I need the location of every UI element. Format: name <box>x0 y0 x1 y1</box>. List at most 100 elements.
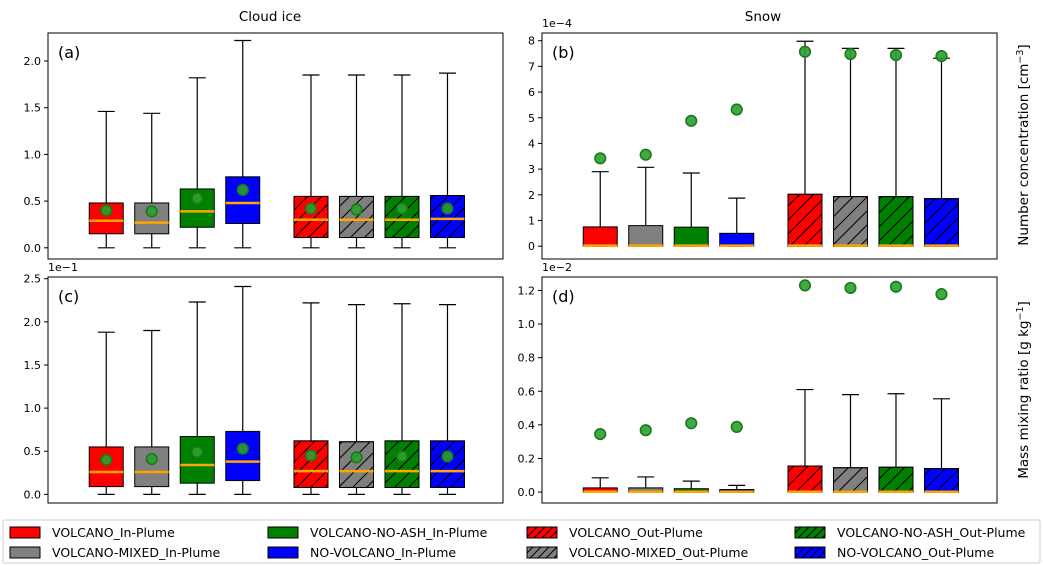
legend-label: VOLCANO-NO-ASH_In-Plume <box>310 525 488 540</box>
mean-marker <box>844 47 857 61</box>
box-hatch <box>832 467 868 493</box>
legend-label: VOLCANO-NO-ASH_Out-Plume <box>837 525 1026 540</box>
panels: 0.0 0.5 1.0 1.5 2.0 (a) 0 1 2 3 4 5 6 7 8 1e−4 (b) 0.0 0.5… <box>24 17 998 504</box>
legend-item-no-volcano-out-plume: NO-VOLCANO_Out-Plume <box>794 545 994 560</box>
legend-label: VOLCANO-MIXED_In-Plume <box>52 545 220 560</box>
box-hatch <box>787 193 823 247</box>
y-tick-label: 1.0 <box>24 148 42 161</box>
box-hatch <box>923 198 959 247</box>
mean-marker <box>594 152 607 165</box>
panel-b: 0 1 2 3 4 5 6 7 8 1e−4 (b) <box>528 17 998 260</box>
legend-swatch-hatch <box>526 526 558 539</box>
axes-frame <box>47 32 504 260</box>
box-no-volcano-out-plume <box>923 288 959 493</box>
mean-marker <box>100 453 113 466</box>
y-tick-label: 1.0 <box>518 318 536 331</box>
box-no-volcano-out-plume <box>923 50 959 247</box>
legend-swatch <box>9 546 41 559</box>
box-volcano-no-ash-in-plume <box>673 417 709 493</box>
y-tick-label: 0.4 <box>518 419 536 432</box>
legend-label: VOLCANO_In-Plume <box>52 525 175 540</box>
box-volcano-in-plume <box>582 152 618 247</box>
legend-swatch <box>267 526 299 539</box>
box-volcano-in-plume <box>88 110 124 249</box>
panel-c: 0.0 0.5 1.0 1.5 2.0 2.5 1e−1 (c) <box>24 261 504 504</box>
mean-marker <box>685 417 698 430</box>
box-body <box>673 226 709 247</box>
mean-marker <box>935 50 948 63</box>
legend-swatch-hatch <box>794 546 826 559</box>
box-body <box>88 446 124 488</box>
box-volcano-mixed-out-plume <box>338 304 374 495</box>
box-hatch <box>384 440 420 488</box>
mean-marker <box>441 450 454 463</box>
panel-d: 0.0 0.2 0.4 0.6 0.8 1.0 1.2 1e−2 (d) <box>518 261 998 504</box>
y-tick-label: 2.0 <box>24 316 42 329</box>
box-body <box>628 225 664 247</box>
y-tick-label: 1.5 <box>24 102 42 115</box>
mean-marker <box>145 452 158 466</box>
y-tick-label: 1.2 <box>518 284 536 297</box>
box-volcano-mixed-out-plume <box>338 74 374 249</box>
legend-swatch-hatch <box>794 526 826 539</box>
mean-marker <box>395 202 409 215</box>
y-tick-label: 0.8 <box>518 352 536 365</box>
y-tick-label: 3 <box>528 163 535 176</box>
legend-frame <box>2 519 1041 564</box>
box-volcano-out-plume <box>787 279 823 493</box>
panel-a: 0.0 0.5 1.0 1.5 2.0 (a) <box>24 32 504 260</box>
y-tick-label: 6 <box>528 86 535 99</box>
axes-frame <box>541 32 998 260</box>
box-volcano-out-plume <box>293 302 329 495</box>
box-volcano-no-ash-out-plume <box>384 303 420 495</box>
legend-swatch <box>9 526 41 539</box>
box-no-volcano-in-plume <box>719 103 755 247</box>
mean-marker <box>236 183 249 196</box>
y-tick-label: 1 <box>528 214 535 227</box>
box-volcano-out-plume <box>293 74 329 249</box>
box-hatch <box>338 441 374 488</box>
mean-marker <box>798 279 812 292</box>
box-body <box>225 430 261 482</box>
mean-marker <box>145 205 158 218</box>
offset-text: 1e−4 <box>542 17 572 30</box>
offset-text: 1e−1 <box>48 261 78 274</box>
box-volcano-mixed-in-plume <box>628 148 664 247</box>
box-no-volcano-in-plume <box>225 285 261 495</box>
y-tick-label: 1.0 <box>24 402 42 415</box>
box-hatch <box>429 194 465 239</box>
mean-marker <box>350 451 363 464</box>
y-tick-label: 0.0 <box>518 486 536 499</box>
box-no-volcano-out-plume <box>429 304 465 495</box>
panel-label: (d) <box>552 287 575 306</box>
panel-label: (a) <box>58 43 80 62</box>
mean-marker <box>935 288 948 301</box>
axes-frame <box>47 276 504 504</box>
box-volcano-no-ash-out-plume <box>878 47 914 247</box>
box-hatch <box>293 195 329 239</box>
mean-marker <box>594 428 607 441</box>
y-tick-label: 0.0 <box>24 488 42 501</box>
y-tick-label: 0.5 <box>24 195 42 208</box>
legend-item-volcano-out-plume: VOLCANO_Out-Plume <box>526 525 703 540</box>
legend-item-volcano-no-ash-out-plume: VOLCANO-NO-ASH_Out-Plume <box>794 525 1026 540</box>
box-volcano-mixed-in-plume <box>134 112 170 249</box>
ylabel-number-concentration: Number concentration [cm−3] <box>1015 44 1032 245</box>
box-volcano-mixed-out-plume <box>832 47 868 247</box>
box-volcano-no-ash-in-plume <box>179 77 215 249</box>
panel-label: (b) <box>552 43 575 62</box>
box-body <box>179 436 215 484</box>
mean-marker <box>889 280 903 293</box>
box-hatch <box>787 465 823 493</box>
ylabel-mass-mixing-ratio: Mass mixing ratio [g kg−1] <box>1015 301 1032 479</box>
legend-item-volcano-no-ash-in-plume: VOLCANO-NO-ASH_In-Plume <box>267 525 488 540</box>
mean-marker <box>191 446 204 459</box>
box-volcano-in-plume <box>582 428 618 493</box>
mean-marker <box>441 202 454 215</box>
y-tick-label: 4 <box>528 137 535 150</box>
box-volcano-no-ash-out-plume <box>384 74 420 249</box>
box-hatch <box>878 466 914 493</box>
mean-marker <box>730 103 743 116</box>
legend-label: NO-VOLCANO_Out-Plume <box>837 545 994 560</box>
column-title-snow: Snow <box>745 9 781 25</box>
